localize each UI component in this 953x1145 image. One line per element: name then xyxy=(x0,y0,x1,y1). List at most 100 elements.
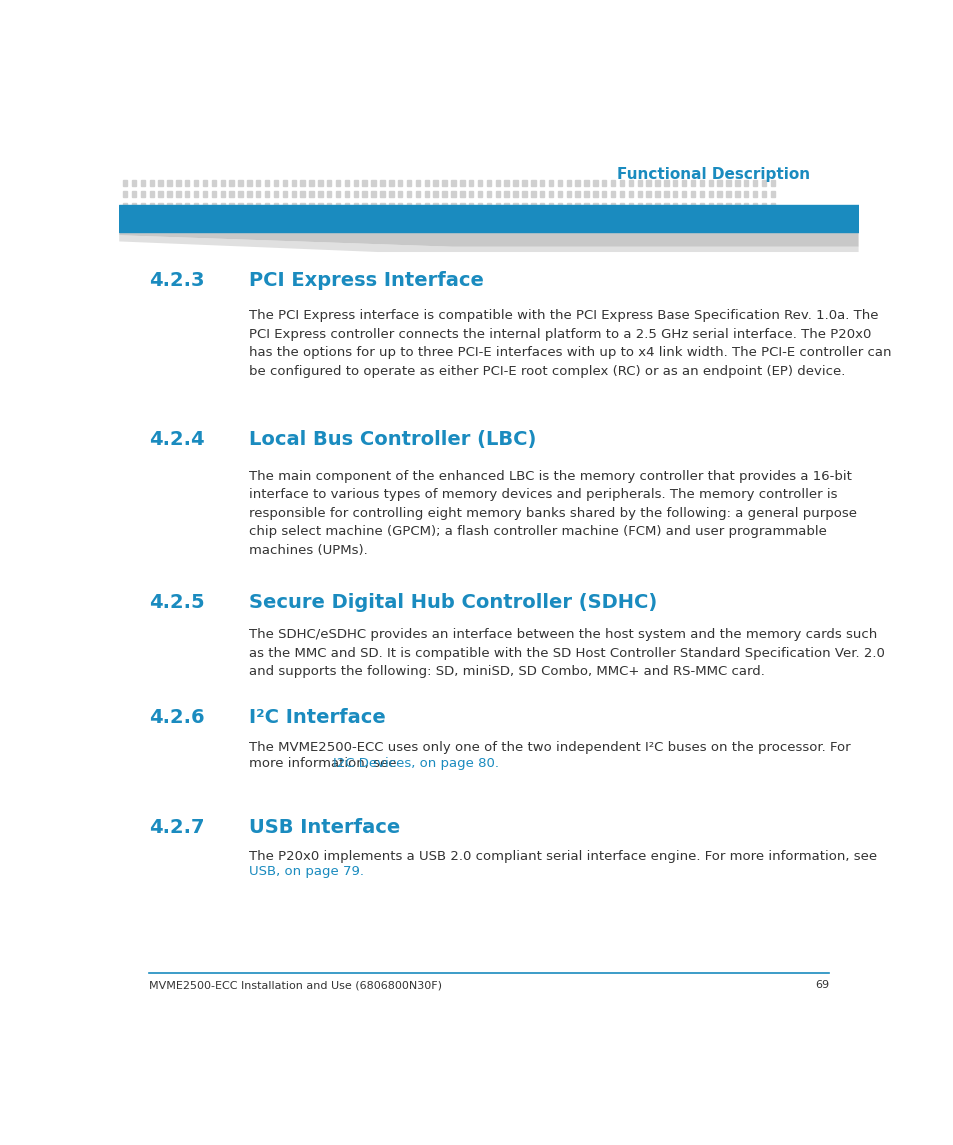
Bar xyxy=(397,226,402,231)
Bar xyxy=(583,214,588,220)
Bar xyxy=(735,226,739,231)
Bar xyxy=(406,226,411,231)
Text: 4.2.6: 4.2.6 xyxy=(149,708,204,727)
Bar xyxy=(558,203,561,208)
Bar xyxy=(354,203,357,208)
Bar xyxy=(770,226,774,231)
Bar xyxy=(274,226,278,231)
Bar xyxy=(220,191,225,197)
Bar xyxy=(220,180,225,185)
Bar xyxy=(601,191,606,197)
Bar xyxy=(743,214,748,220)
Bar xyxy=(123,214,128,220)
Bar xyxy=(229,203,233,208)
Bar xyxy=(389,203,394,208)
Bar xyxy=(123,180,128,185)
Bar xyxy=(265,191,269,197)
Bar xyxy=(548,214,553,220)
Bar xyxy=(717,203,721,208)
Bar xyxy=(380,226,384,231)
Bar xyxy=(760,214,765,220)
Bar xyxy=(663,214,668,220)
Bar xyxy=(371,180,375,185)
Text: The P20x0 implements a USB 2.0 compliant serial interface engine. For more infor: The P20x0 implements a USB 2.0 compliant… xyxy=(249,850,876,863)
Bar xyxy=(247,203,252,208)
Bar xyxy=(495,180,499,185)
Bar xyxy=(459,214,464,220)
Bar xyxy=(265,214,269,220)
Bar xyxy=(646,214,650,220)
Bar xyxy=(132,226,136,231)
Bar xyxy=(176,226,180,231)
Bar xyxy=(327,214,331,220)
Bar xyxy=(531,191,535,197)
Bar xyxy=(539,203,544,208)
Bar xyxy=(566,203,571,208)
Bar xyxy=(255,214,260,220)
Bar xyxy=(247,180,252,185)
Bar xyxy=(442,191,446,197)
Bar xyxy=(752,180,757,185)
Bar xyxy=(708,180,712,185)
Bar xyxy=(495,214,499,220)
Bar xyxy=(282,203,287,208)
Bar xyxy=(220,226,225,231)
Bar xyxy=(690,191,695,197)
Bar xyxy=(531,203,535,208)
Bar xyxy=(397,203,402,208)
Bar xyxy=(477,191,482,197)
Bar xyxy=(371,214,375,220)
Bar xyxy=(655,203,659,208)
Bar xyxy=(521,226,526,231)
Bar xyxy=(282,180,287,185)
Bar xyxy=(743,180,748,185)
Bar xyxy=(663,180,668,185)
Bar xyxy=(380,180,384,185)
Bar xyxy=(637,191,641,197)
Bar xyxy=(521,191,526,197)
Text: 4.2.7: 4.2.7 xyxy=(149,818,204,837)
Bar xyxy=(176,214,180,220)
Bar xyxy=(140,214,145,220)
Bar xyxy=(619,214,623,220)
Bar xyxy=(238,191,242,197)
Bar xyxy=(725,203,730,208)
Bar xyxy=(593,214,597,220)
Bar xyxy=(292,180,295,185)
Polygon shape xyxy=(119,235,858,252)
Bar xyxy=(619,203,623,208)
Bar xyxy=(725,214,730,220)
Bar xyxy=(389,214,394,220)
Bar xyxy=(583,226,588,231)
Bar xyxy=(495,203,499,208)
Bar xyxy=(344,191,349,197)
Bar xyxy=(681,180,685,185)
Bar xyxy=(371,226,375,231)
Bar xyxy=(193,180,198,185)
Bar xyxy=(539,226,544,231)
Bar xyxy=(699,191,703,197)
Bar xyxy=(451,203,456,208)
Bar xyxy=(646,191,650,197)
Bar xyxy=(760,226,765,231)
Bar xyxy=(681,191,685,197)
Bar xyxy=(132,191,136,197)
Bar xyxy=(433,214,437,220)
Bar xyxy=(424,214,429,220)
Bar xyxy=(397,214,402,220)
Bar xyxy=(486,226,491,231)
Bar xyxy=(690,203,695,208)
Bar xyxy=(513,214,517,220)
Bar xyxy=(140,226,145,231)
Bar xyxy=(150,203,153,208)
Bar xyxy=(300,226,305,231)
Bar xyxy=(451,180,456,185)
Bar xyxy=(486,191,491,197)
Bar xyxy=(610,226,615,231)
Bar xyxy=(610,203,615,208)
Bar xyxy=(531,214,535,220)
Bar xyxy=(593,180,597,185)
Bar xyxy=(229,214,233,220)
Bar xyxy=(752,191,757,197)
Bar xyxy=(176,203,180,208)
